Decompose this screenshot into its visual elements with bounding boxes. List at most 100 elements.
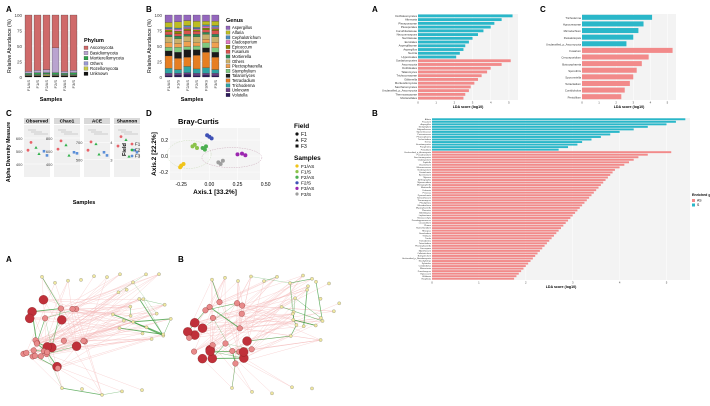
x-tick-label: 0 [581, 101, 583, 105]
network-node [230, 386, 234, 390]
bar-segment [60, 75, 69, 78]
bar-segment [165, 27, 173, 29]
network-node [294, 323, 299, 327]
bar [432, 161, 630, 164]
bar [432, 173, 611, 176]
x-tick-label: 0 [431, 281, 433, 285]
bar-segment [165, 36, 173, 44]
network-node [44, 349, 51, 356]
bar [432, 179, 606, 181]
data-point [105, 154, 109, 157]
bar [432, 204, 583, 207]
bar-label: Colletotrichum [417, 252, 431, 255]
bar-segment [202, 67, 210, 74]
legend-marker [295, 186, 299, 190]
legend-marker [295, 175, 299, 179]
bar-label: Trichoderma [565, 16, 581, 20]
bar [432, 156, 639, 159]
y-tick-label: 500 [16, 149, 23, 154]
legend-swatch [225, 49, 231, 54]
bar-segment [165, 73, 173, 76]
network-edge [72, 274, 147, 310]
network-node [80, 387, 84, 391]
y-tick-label: 3 [110, 157, 113, 162]
bar [582, 54, 649, 60]
bar-segment [193, 31, 201, 35]
bar-label: Eurotiales [405, 40, 418, 44]
network-edge [46, 346, 77, 355]
bar-segment [165, 34, 173, 37]
bar-segment [202, 29, 210, 33]
legend-label: Stemphylium [232, 68, 256, 73]
network-node [131, 280, 135, 285]
network-edge [236, 280, 239, 304]
bar-segment [183, 35, 191, 42]
x-tick-label: 5 [666, 281, 668, 285]
x-axis-label: LDA score (log10) [453, 105, 484, 109]
bar-segment [211, 28, 219, 31]
bar-label: Coniochaeta [419, 171, 432, 174]
x-tick-label: -0.25 [176, 182, 188, 188]
bar-segment [24, 75, 33, 78]
network-node [290, 385, 294, 389]
bar [418, 21, 495, 25]
bar-label: Aspergillaceae [399, 44, 418, 48]
network-edge [247, 335, 291, 342]
bar-segment [42, 72, 51, 75]
bar [582, 80, 630, 86]
network-node [118, 272, 122, 277]
bar [582, 61, 642, 67]
legend-marker [295, 181, 299, 185]
bar-segment [211, 14, 219, 22]
network-edge [315, 281, 323, 322]
network-edge [209, 306, 241, 329]
bar-segment [193, 73, 201, 76]
network-edge [146, 326, 164, 335]
bar [432, 128, 634, 131]
panel-letter-lefse-c: C [540, 5, 546, 14]
legend-label: Mortierellomycota [90, 56, 125, 61]
bar [418, 66, 491, 70]
network-node [242, 336, 252, 346]
bar [418, 48, 464, 51]
bar [432, 214, 573, 217]
network-edge [211, 279, 244, 352]
bar-label: Stachybotrys [419, 260, 431, 263]
y-tick-label: 400 [16, 162, 23, 167]
x-tick-label: F1/AS [26, 80, 31, 91]
network-node [122, 318, 126, 323]
bar [432, 267, 524, 270]
legend-label: Rozellomycota [90, 66, 119, 71]
facet-strip [84, 118, 110, 124]
bar-segment [211, 30, 219, 35]
network-node [54, 365, 61, 372]
network-node [206, 304, 213, 310]
bar-segment [24, 14, 33, 72]
network-edge [187, 320, 323, 332]
network-edge [303, 289, 308, 327]
y-tick-label: 500 [76, 157, 83, 162]
bar-segment [202, 75, 210, 78]
bar-segment [193, 28, 201, 30]
data-point [29, 141, 33, 144]
bar-segment [165, 22, 173, 28]
bar-label: Alfaria [425, 118, 432, 121]
network-node [234, 300, 241, 307]
panel-letter-network-a: A [6, 255, 12, 264]
x-tick-label: 0.25 [233, 182, 243, 188]
network-edge [211, 279, 220, 303]
legend-marker [130, 142, 134, 146]
bar-label: Mortierellomycota [395, 81, 418, 85]
bar [432, 123, 667, 126]
legend-swatch [83, 61, 89, 66]
bar [432, 141, 583, 144]
data-point [124, 138, 128, 141]
bar [432, 151, 672, 154]
legend-swatch [83, 66, 89, 71]
bar-label: Alternaria [405, 18, 417, 22]
network-edge [35, 306, 131, 341]
network-node [128, 304, 133, 309]
legend-label: F3 [135, 154, 141, 159]
data-point [67, 153, 71, 157]
